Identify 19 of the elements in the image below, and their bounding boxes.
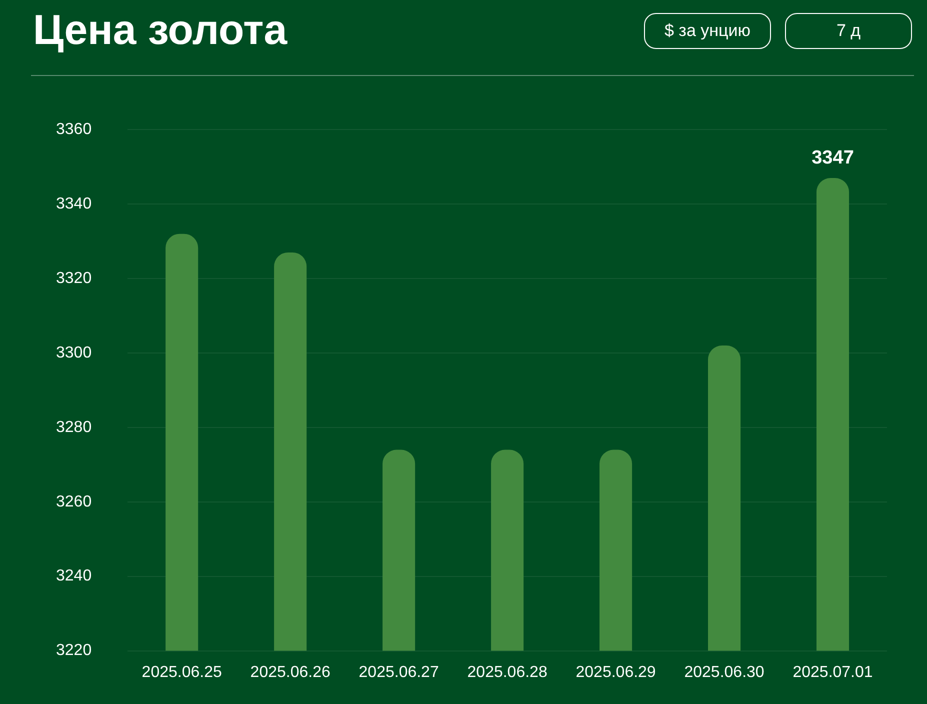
y-tick-label: 3300 (56, 344, 92, 362)
x-tick-label: 2025.07.01 (792, 664, 873, 681)
y-tick-label: 3220 (56, 642, 92, 660)
data-label: 3347 (812, 148, 854, 169)
y-tick-label: 3280 (56, 418, 92, 436)
y-tick-label: 3240 (56, 568, 92, 585)
text: 7 д (785, 13, 912, 49)
x-tick-label: 2025.06.25 (142, 664, 222, 681)
y-tick-label: 3260 (56, 493, 92, 510)
x-tick-label: 2025.06.26 (250, 664, 330, 681)
x-tick-label: 2025.06.29 (576, 664, 656, 681)
x-tick-label: 2025.06.28 (467, 664, 548, 681)
text: $ за унцию (644, 13, 771, 49)
x-tick-label: 2025.06.27 (358, 664, 439, 681)
x-tick-label: 2025.06.30 (684, 664, 764, 681)
chart-title: Цена золота (33, 6, 288, 54)
y-tick-label: 3340 (56, 195, 92, 212)
y-tick-label: 3360 (56, 121, 92, 138)
y-tick-label: 3320 (56, 270, 92, 287)
